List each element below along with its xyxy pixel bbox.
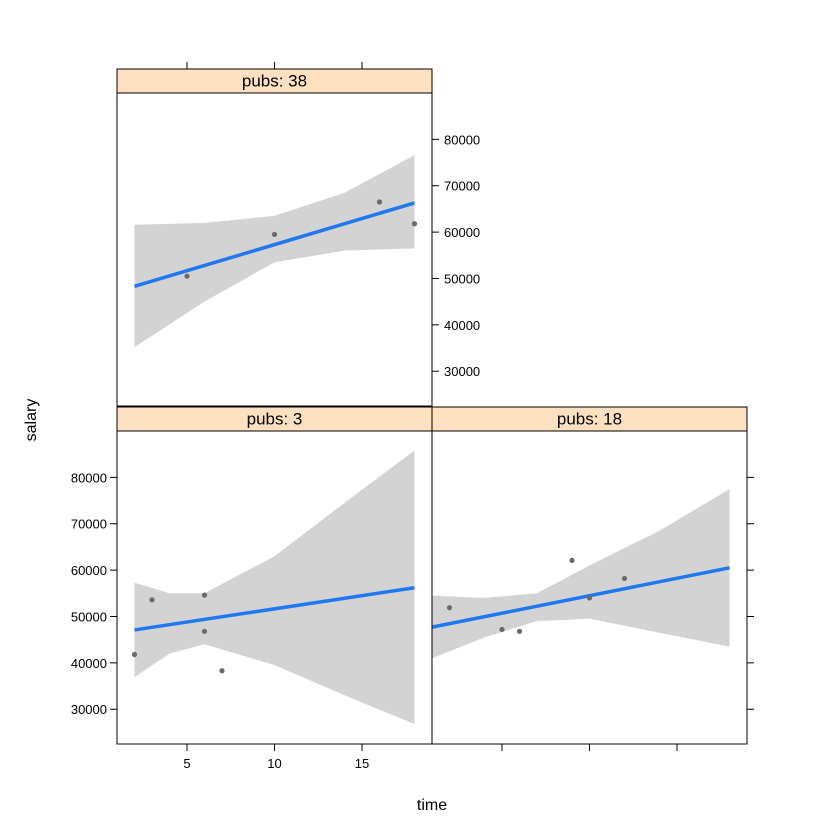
- y-tick-label: 80000: [444, 132, 480, 147]
- data-point: [499, 626, 505, 633]
- y-tick-label: 60000: [71, 563, 107, 578]
- confidence-band: [134, 450, 415, 725]
- y-tick-label: 80000: [71, 470, 107, 485]
- data-point: [569, 557, 575, 563]
- y-axis-title: salary: [23, 399, 40, 442]
- strip-header: [431, 406, 748, 432]
- strip-label: pubs: 38: [242, 71, 307, 90]
- data-point: [201, 592, 208, 598]
- data-point: [219, 668, 225, 674]
- y-tick-label: 40000: [444, 318, 480, 333]
- data-point: [271, 231, 278, 238]
- x-axis-title: time: [417, 797, 447, 814]
- strip-label: pubs: 3: [247, 409, 303, 428]
- data-point: [184, 273, 190, 279]
- data-point: [586, 595, 593, 601]
- fit-line: [134, 586, 415, 632]
- confidence-band: [134, 155, 415, 348]
- data-point: [446, 605, 453, 611]
- fit-line: [431, 566, 730, 629]
- y-tick-label: 40000: [71, 656, 107, 671]
- data-point: [376, 199, 383, 205]
- data-point: [131, 651, 138, 658]
- data-point: [411, 221, 418, 227]
- x-tick-label: 15: [355, 756, 369, 771]
- data-point: [201, 628, 208, 634]
- data-point: [621, 575, 628, 582]
- data-point: [516, 628, 523, 634]
- y-tick-label: 60000: [444, 225, 480, 240]
- y-tick-label: 50000: [71, 609, 107, 624]
- x-tick-label: 10: [267, 756, 281, 771]
- y-tick-label: 50000: [444, 271, 480, 286]
- strip-label: pubs: 18: [557, 409, 622, 428]
- strip-header: [116, 68, 433, 94]
- data-point: [149, 597, 155, 603]
- y-tick-label: 30000: [444, 364, 480, 379]
- y-tick-label: 70000: [444, 179, 480, 194]
- x-tick-label: 5: [183, 756, 190, 771]
- y-tick-label: 70000: [71, 517, 107, 532]
- y-tick-label: 30000: [71, 702, 107, 717]
- confidence-band: [432, 488, 730, 659]
- fit-line: [134, 201, 415, 289]
